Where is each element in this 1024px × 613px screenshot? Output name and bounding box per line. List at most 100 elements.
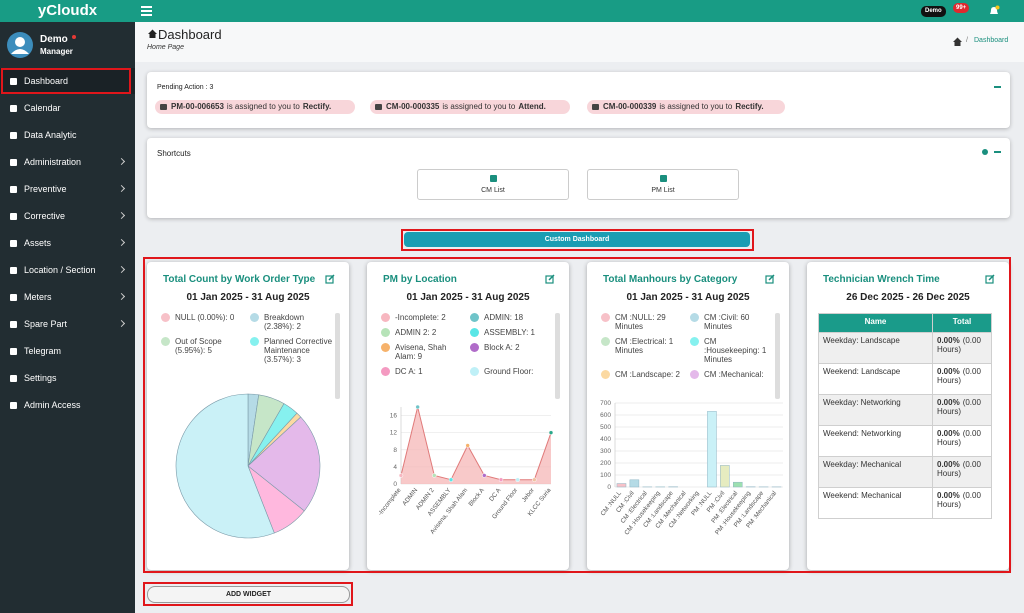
legend: -Incomplete: 2 ADMIN: 18 ADMIN 2: 2 ASSEMBL… (381, 313, 553, 399)
legend-item[interactable]: CM :Housekeeping: 1 Minutes (690, 337, 773, 364)
legend-label: DC A: 1 (395, 367, 423, 376)
icon-shape (548, 274, 555, 281)
legend-swatch (381, 313, 390, 322)
collapse-button[interactable] (994, 151, 1001, 153)
legend-label: Planned Corrective Maintenance (3.57%): … (264, 337, 333, 364)
header-row: Name Total (818, 313, 992, 333)
nav-item[interactable]: Meters (0, 284, 135, 310)
nav-item[interactable]: Settings (0, 365, 135, 391)
legend-swatch (601, 313, 610, 322)
hours: (0.00 Hours) (937, 429, 981, 447)
table-row: Weekend: Mechanical 0.00% (0.00 Hours) (818, 487, 992, 519)
custom-dashboard-button[interactable]: Custom Dashboard (404, 232, 750, 247)
collapse-button[interactable] (994, 86, 1001, 88)
icon-shape (985, 275, 994, 284)
widget-date: 01 Jan 2025 - 31 Aug 2025 (406, 292, 530, 303)
legend-swatch (250, 313, 259, 322)
nav-item[interactable]: Data Analytic (0, 122, 135, 148)
nav-item[interactable]: Administration (0, 149, 135, 175)
legend-item[interactable]: ADMIN 2: 2 (381, 328, 464, 337)
submenu-arrow (117, 319, 126, 328)
bell-icon[interactable] (988, 5, 1000, 17)
percent: 0.00% (937, 367, 960, 376)
hours: (0.00 Hours) (937, 491, 981, 509)
pending-item[interactable]: CM-00-000339 is assigned to you to Rectify… (587, 100, 785, 114)
widget-date: 01 Jan 2025 - 31 Aug 2025 (626, 292, 750, 303)
legend-item[interactable]: ASSEMBLY: 1 (470, 328, 553, 337)
legend-item[interactable]: CM :Electrical: 1 Minutes (601, 337, 684, 364)
legend-label: ADMIN 2: 2 (395, 328, 437, 337)
nav-item[interactable]: Location / Section (0, 257, 135, 283)
nav-icon (10, 240, 17, 247)
highlight-box (143, 582, 353, 606)
legend-item[interactable]: Avisena, Shah Alam: 9 (381, 343, 464, 361)
legend-item[interactable]: CM :NULL: 29 Minutes (601, 313, 684, 331)
pending-item[interactable]: PM-00-006653 is assigned to you to Rectify… (155, 100, 355, 114)
nav-item[interactable]: Admin Access (0, 392, 135, 418)
button-label: ADD WIDGET (225, 591, 272, 598)
legend-label: Block A: 2 (484, 343, 520, 352)
legend-item[interactable]: ADMIN: 18 (470, 313, 553, 322)
legend-swatch (601, 370, 610, 379)
legend-item[interactable]: Planned Corrective Maintenance (3.57%): … (250, 337, 333, 364)
submenu-arrow (117, 157, 126, 166)
add-widget-button[interactable]: ADD WIDGET (147, 586, 350, 603)
nav-item[interactable]: Assets (0, 230, 135, 256)
nav-icon (10, 78, 17, 85)
user-badge[interactable]: Demo (921, 6, 946, 17)
pending-text: is assigned to you to (226, 102, 300, 111)
nav-item[interactable]: Dashboard (0, 68, 135, 94)
legend-item[interactable]: NULL (0.00%): 0 (161, 313, 244, 331)
nav-item[interactable]: Corrective (0, 203, 135, 229)
legend-label: CM :Electrical: 1 Minutes (615, 337, 674, 355)
breadcrumb[interactable]: Dashboard (974, 37, 1009, 44)
edit-button[interactable] (765, 274, 775, 284)
nav-label: Administration (24, 157, 82, 167)
legend-swatch (250, 337, 259, 346)
name-cell: Weekday: Mechanical (818, 456, 933, 488)
pending-title: Pending Action : 3 (157, 84, 214, 91)
legend-item[interactable]: Breakdown (2.38%): 2 (250, 313, 333, 331)
legend-item[interactable]: Out of Scope (5.95%): 5 (161, 337, 244, 364)
nav-icon (10, 186, 17, 193)
legend-item[interactable]: Block A: 2 (470, 343, 553, 361)
legend-swatch (690, 370, 699, 379)
nav-item[interactable]: Calendar (0, 95, 135, 121)
legend-item[interactable]: CM :Mechanical: (690, 370, 773, 379)
edit-button[interactable] (325, 274, 335, 284)
pending-item[interactable]: CM-00-000335 is assigned to you to Attend. (370, 100, 570, 114)
data-table: Name Total Weekday: Landscape 0.00% (0.00 Ho… (818, 313, 992, 519)
nav-label: Settings (24, 373, 57, 383)
legend-item[interactable]: Ground Floor: (470, 367, 553, 376)
brand[interactable]: yCloudx (37, 2, 98, 19)
legend-item[interactable]: CM :Landscape: 2 (601, 370, 684, 379)
submenu-arrow (117, 292, 126, 301)
notification-badge[interactable]: 99+ (953, 3, 970, 13)
nav-label: Spare Part (24, 319, 68, 329)
legend-label: ADMIN: 18 (484, 313, 524, 322)
shortcut-button[interactable]: PM List (587, 169, 739, 200)
user-name: Demo (40, 34, 68, 45)
edit-button[interactable] (985, 274, 995, 284)
legend-label: CM :NULL: 29 Minutes (615, 313, 666, 331)
legend-label: Avisena, Shah Alam: 9 (395, 343, 447, 361)
breadcrumb-home[interactable] (953, 37, 962, 46)
shortcut-button[interactable]: CM List (417, 169, 569, 200)
legend-swatch (381, 367, 390, 376)
nav-item[interactable]: Telegram (0, 338, 135, 364)
edit-button[interactable] (545, 274, 555, 284)
nav-icon (10, 321, 17, 328)
legend-item[interactable]: CM :Civil: 60 Minutes (690, 313, 773, 331)
menu-toggle[interactable] (141, 5, 153, 17)
shortcut-icon (490, 175, 497, 182)
legend-item[interactable]: DC A: 1 (381, 367, 464, 376)
nav-icon (10, 213, 17, 220)
total-cell: 0.00% (0.00 Hours) (932, 487, 992, 519)
nav-item[interactable]: Spare Part (0, 311, 135, 337)
submenu-arrow (117, 184, 126, 193)
nav-item[interactable]: Preventive (0, 176, 135, 202)
legend-swatch (470, 367, 479, 376)
settings-button[interactable] (982, 149, 988, 155)
legend-item[interactable]: -Incomplete: 2 (381, 313, 464, 322)
legend-label: CM :Landscape: 2 (615, 370, 680, 379)
